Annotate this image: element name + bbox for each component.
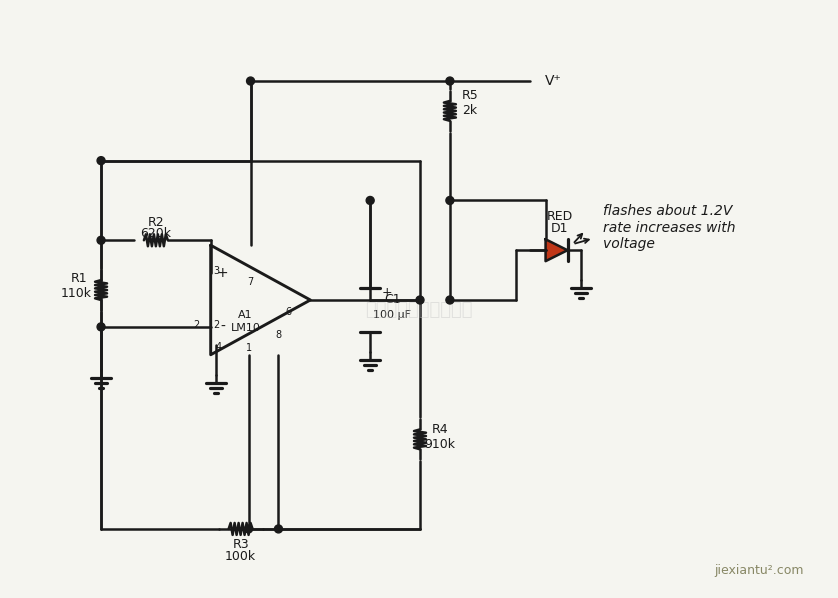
Text: R5: R5 bbox=[462, 90, 478, 102]
Text: 910k: 910k bbox=[424, 438, 455, 451]
Circle shape bbox=[366, 197, 374, 205]
Text: -: - bbox=[220, 320, 225, 334]
Text: 100 μF: 100 μF bbox=[373, 310, 411, 320]
Text: R3: R3 bbox=[232, 538, 249, 551]
Circle shape bbox=[416, 296, 424, 304]
Circle shape bbox=[446, 77, 454, 85]
Text: 3: 3 bbox=[214, 266, 220, 276]
Circle shape bbox=[446, 296, 454, 304]
Text: D1: D1 bbox=[551, 222, 568, 235]
Circle shape bbox=[275, 525, 282, 533]
Text: RED: RED bbox=[546, 210, 572, 223]
Text: A1: A1 bbox=[238, 310, 253, 320]
Text: 6: 6 bbox=[286, 307, 292, 317]
Text: flashes about 1.2V
rate increases with
voltage: flashes about 1.2V rate increases with v… bbox=[603, 205, 735, 251]
Circle shape bbox=[245, 525, 252, 533]
Text: 7: 7 bbox=[247, 277, 254, 287]
Text: LM10: LM10 bbox=[230, 323, 261, 333]
Text: +: + bbox=[382, 285, 393, 298]
Text: R1: R1 bbox=[71, 271, 87, 285]
Circle shape bbox=[446, 197, 454, 205]
Text: V⁺: V⁺ bbox=[545, 74, 561, 88]
Text: 1: 1 bbox=[246, 343, 251, 353]
Text: R2: R2 bbox=[147, 216, 164, 229]
Text: 2k: 2k bbox=[463, 105, 478, 117]
Circle shape bbox=[246, 77, 255, 85]
Text: 杭州特笼科技有限公司: 杭州特笼科技有限公司 bbox=[365, 301, 473, 319]
Text: 100k: 100k bbox=[225, 550, 256, 563]
Text: 2: 2 bbox=[214, 320, 220, 330]
Polygon shape bbox=[546, 239, 567, 261]
Text: +: + bbox=[217, 266, 229, 280]
Text: jiexiantu².com: jiexiantu².com bbox=[714, 565, 804, 577]
Circle shape bbox=[97, 157, 105, 164]
Circle shape bbox=[97, 236, 105, 244]
Text: 2: 2 bbox=[194, 320, 200, 330]
Text: C1: C1 bbox=[384, 294, 401, 307]
Text: 110k: 110k bbox=[60, 286, 91, 300]
Text: 620k: 620k bbox=[141, 227, 172, 240]
Text: 8: 8 bbox=[276, 330, 282, 340]
Circle shape bbox=[97, 323, 105, 331]
Text: R4: R4 bbox=[432, 423, 448, 436]
Text: 4: 4 bbox=[215, 342, 222, 352]
